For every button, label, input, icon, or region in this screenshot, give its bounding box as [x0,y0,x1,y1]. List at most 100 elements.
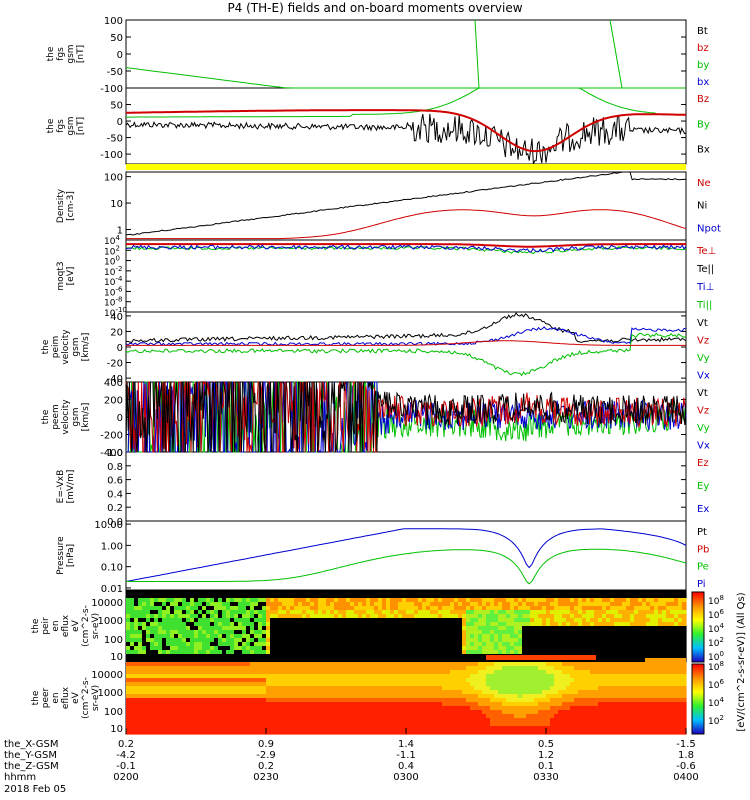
ylabel-6-5: [km/s] [81,403,91,432]
ylabel-9-6: (cm^2-s- [81,605,91,647]
ytick-label-7-1: 0.8 [107,462,123,473]
xrow-0-value-0: 0.2 [118,739,134,750]
legend-1-by: by [697,60,709,71]
legend-4-ti||: Ti|| [696,300,712,311]
colorbar-tick-bottom-1: 106 [708,678,724,691]
legend-7-ez: Ez [697,458,709,469]
xrow-label-3: hhmm [4,772,36,783]
ytick-label-4-1: 102 [104,244,120,257]
panel-frame-4 [125,239,687,313]
ylabel-6-4: gsm [71,407,81,426]
legend-3-npot: Npot [697,223,721,234]
ytick-label-1-0: 100 [104,16,123,27]
panel-frame-7 [125,451,687,522]
ylabel-9-4: eflux [61,614,71,637]
ytick-label-6-4: -400 [100,448,123,459]
series-Bx-2 [125,113,687,165]
ytick-label-7-3: 0.4 [107,489,123,500]
panel-frame-3 [125,171,687,241]
series-by-1b [474,19,480,89]
ylabel-10-7: sr-eV) [91,685,101,711]
ytick-label-10-3: 10 [110,724,123,735]
ytick-label-3-2: 1 [117,225,123,236]
ytick-label-4-5: 10-6 [104,285,123,298]
xrow-label-1: the_Y-GSM [4,750,57,761]
series-Vt-5 [125,312,687,344]
xrow-0-value-1: 0.9 [258,739,274,750]
ytick-label-3-1: 10 [110,199,123,210]
ion-spectrogram-low-band-2 [645,658,686,662]
ylabel-10-6: (cm^2-s- [81,677,91,719]
series-by-1c [609,19,623,89]
ytick-label-8-0: 10.00 [94,520,123,531]
panel-frame-5 [125,311,687,383]
xrow-2-value-0: -0.1 [116,761,136,772]
ytick-label-8-1: 1.00 [101,541,123,552]
ylabel-10-3: en [51,692,61,703]
panel-frame-8 [125,520,687,591]
ylabel-10-2: peer [41,687,51,708]
legend-3-ni: Ni [697,201,707,212]
legend-5-vt: Vt [697,318,708,329]
legend-2-bz: Bz [697,94,709,105]
xrow-2-value-4: -0.6 [676,761,696,772]
legend-6-vz: Vz [697,406,709,417]
xrow-label-2: the_Z-GSM [4,761,59,772]
series-Vx-5 [125,326,687,347]
series-Pi-8 [125,528,687,582]
ylabel-2-4: [nT] [76,117,86,135]
colorbar-tick-bottom-2: 104 [708,696,724,709]
ytick-label-10-2: 100 [104,707,123,718]
colorbar-tick-top-4: 100 [708,650,724,663]
xrow-1-value-2: -1.1 [396,750,416,761]
ylabel-6-2: peem [51,404,61,430]
ylabel-9-5: eV [71,619,81,632]
ytick-label-8-2: 0.10 [101,563,123,574]
series-Vz-5 [126,340,686,346]
ylabel-8-2: [nPa] [66,544,76,567]
xrow-3-value-1: 0230 [253,772,278,783]
series-Bz-2 [125,109,687,153]
xrow-3-value-0: 0200 [113,772,138,783]
ytick-label-1-1: 50 [110,33,123,44]
legend-5-vx: Vx [697,371,710,382]
xrow-label-0: the_X-GSM [4,739,58,750]
ylabel-5-5: [km/s] [81,333,91,362]
ytick-label-5-4: -40 [107,374,123,385]
colorbar-label: [eV/(cm^2-s-sr-eV)] (All Qs) [736,592,747,731]
ylabel-2-2: fgs [56,119,66,133]
series-Vt-6 [125,381,687,453]
ytick-label-6-0: 400 [104,378,123,389]
spectrogram-electron [126,662,687,735]
colorbar-tick-bottom-0: 108 [708,660,724,673]
x-axis-date: 2018 Feb 05 [4,784,66,795]
ytick-label-5-2: 0 [117,343,123,354]
legend-5-vz: Vz [697,336,709,347]
ytick-label-4-0: 104 [104,234,120,247]
xrow-0-value-3: 0.5 [538,739,554,750]
ylabel-5-2: peim [51,336,61,359]
series-Ni-3 [125,171,687,236]
colorbar-ion [691,591,705,663]
legend-2-by: By [697,119,710,130]
ytick-label-7-5: 0.0 [107,517,123,528]
ylabel-10-4: eflux [61,686,71,709]
colorbar-tick-top-1: 106 [708,608,724,621]
ylabel-6-3: velocity [61,399,71,435]
page-title: P4 (TH-E) fields and on-board moments ov… [227,1,523,15]
xrow-0-value-4: -1.5 [676,739,696,750]
ylabel-1-1: the [46,46,56,61]
ytick-label-4-3: 10-2 [104,265,122,278]
xrow-2-value-3: 0.1 [538,761,554,772]
ylabel-9-7: sr-eV) [91,613,101,639]
ylabel-5-1: the [41,339,51,354]
xrow-1-value-1: -2.9 [256,750,276,761]
ytick-label-2-2: -50 [107,134,123,145]
xrow-3-value-3: 0330 [533,772,558,783]
spectrogram-ion [126,590,687,663]
legend-8-pb: Pb [697,544,709,555]
series-by-1 [125,67,686,89]
xrow-1-value-0: -4.2 [116,750,136,761]
series-Pe-8 [126,548,687,585]
ytick-label-9-3: 10 [110,652,123,663]
